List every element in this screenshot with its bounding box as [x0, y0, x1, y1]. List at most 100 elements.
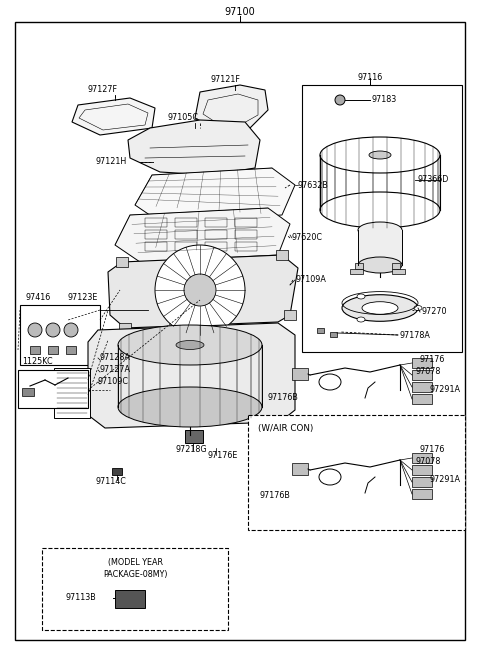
Text: 97176: 97176: [420, 356, 445, 365]
Ellipse shape: [358, 257, 402, 273]
Circle shape: [335, 95, 345, 105]
Ellipse shape: [342, 295, 418, 321]
Bar: [112, 468, 122, 475]
Bar: [317, 328, 324, 333]
Bar: [355, 263, 363, 269]
Ellipse shape: [369, 151, 391, 159]
Text: 97114C: 97114C: [95, 478, 126, 487]
Bar: [175, 218, 197, 227]
Bar: [412, 465, 432, 475]
Text: 97121F: 97121F: [210, 75, 240, 85]
Bar: [145, 242, 167, 251]
Bar: [412, 489, 432, 499]
Bar: [18, 370, 88, 408]
Ellipse shape: [357, 317, 365, 322]
Bar: [145, 218, 167, 227]
Bar: [205, 230, 227, 239]
Bar: [292, 463, 308, 475]
Bar: [412, 358, 432, 368]
Bar: [284, 310, 296, 320]
Bar: [119, 323, 131, 333]
Text: 97078: 97078: [415, 367, 440, 377]
Text: 97178A: 97178A: [400, 331, 431, 340]
Text: PACKAGE-08MY): PACKAGE-08MY): [103, 569, 167, 579]
Ellipse shape: [362, 302, 398, 314]
Bar: [350, 269, 363, 274]
Bar: [276, 250, 288, 260]
Text: 97128A: 97128A: [100, 354, 131, 363]
Text: 97127F: 97127F: [88, 85, 118, 94]
Text: 97109C: 97109C: [98, 377, 129, 386]
Ellipse shape: [118, 387, 262, 427]
Text: 97366D: 97366D: [418, 176, 449, 184]
Bar: [175, 242, 197, 251]
Bar: [116, 257, 128, 267]
Text: 97620C: 97620C: [292, 234, 323, 243]
Bar: [205, 242, 227, 251]
Text: 97109A: 97109A: [295, 276, 326, 285]
Bar: [54, 368, 90, 418]
Bar: [392, 269, 405, 274]
Polygon shape: [88, 323, 295, 428]
Text: 97183: 97183: [372, 96, 397, 104]
Bar: [412, 394, 432, 404]
Text: 1125KC: 1125KC: [22, 358, 53, 367]
Ellipse shape: [176, 340, 204, 350]
Polygon shape: [72, 98, 155, 135]
Text: 97176: 97176: [420, 445, 445, 455]
Bar: [412, 370, 432, 380]
Text: 97121H: 97121H: [95, 157, 126, 167]
Text: 97218G: 97218G: [175, 445, 206, 455]
Bar: [66, 346, 76, 354]
Text: 97123E: 97123E: [68, 293, 98, 302]
Bar: [302, 85, 462, 352]
Bar: [235, 242, 257, 251]
Circle shape: [184, 274, 216, 306]
Bar: [235, 218, 257, 227]
Polygon shape: [108, 255, 298, 328]
Circle shape: [155, 245, 245, 335]
Circle shape: [64, 323, 78, 337]
Text: (MODEL YEAR: (MODEL YEAR: [108, 558, 163, 567]
Ellipse shape: [118, 325, 262, 365]
Text: 97416: 97416: [25, 293, 50, 302]
Bar: [358, 230, 402, 265]
Bar: [115, 590, 145, 608]
Ellipse shape: [358, 222, 402, 238]
Bar: [20, 305, 100, 365]
Text: 97176B: 97176B: [268, 394, 299, 403]
Bar: [412, 477, 432, 487]
Polygon shape: [195, 85, 268, 130]
Bar: [330, 332, 337, 337]
Polygon shape: [128, 120, 260, 175]
Bar: [185, 430, 203, 443]
Circle shape: [46, 323, 60, 337]
Ellipse shape: [414, 306, 422, 310]
Bar: [175, 230, 197, 239]
Ellipse shape: [357, 294, 365, 299]
Text: (W/AIR CON): (W/AIR CON): [258, 424, 313, 432]
Text: 97176B: 97176B: [260, 491, 291, 499]
Bar: [292, 368, 308, 380]
Bar: [412, 453, 432, 463]
Text: 97176E: 97176E: [208, 451, 239, 459]
Text: 97291A: 97291A: [430, 476, 461, 485]
Circle shape: [28, 323, 42, 337]
Polygon shape: [115, 208, 290, 262]
Bar: [48, 346, 58, 354]
Bar: [205, 218, 227, 227]
Polygon shape: [135, 168, 295, 222]
Text: 97291A: 97291A: [430, 386, 461, 394]
Text: 97270: 97270: [422, 308, 447, 316]
Text: 97113B: 97113B: [65, 594, 96, 602]
Text: 97632B: 97632B: [298, 180, 329, 190]
Bar: [145, 230, 167, 239]
Bar: [412, 382, 432, 392]
Text: 97127A: 97127A: [100, 365, 131, 375]
Bar: [248, 415, 465, 530]
Bar: [42, 548, 228, 630]
Bar: [392, 263, 400, 269]
Text: 97116: 97116: [358, 73, 383, 83]
Text: 97078: 97078: [415, 457, 440, 466]
Bar: [30, 346, 40, 354]
